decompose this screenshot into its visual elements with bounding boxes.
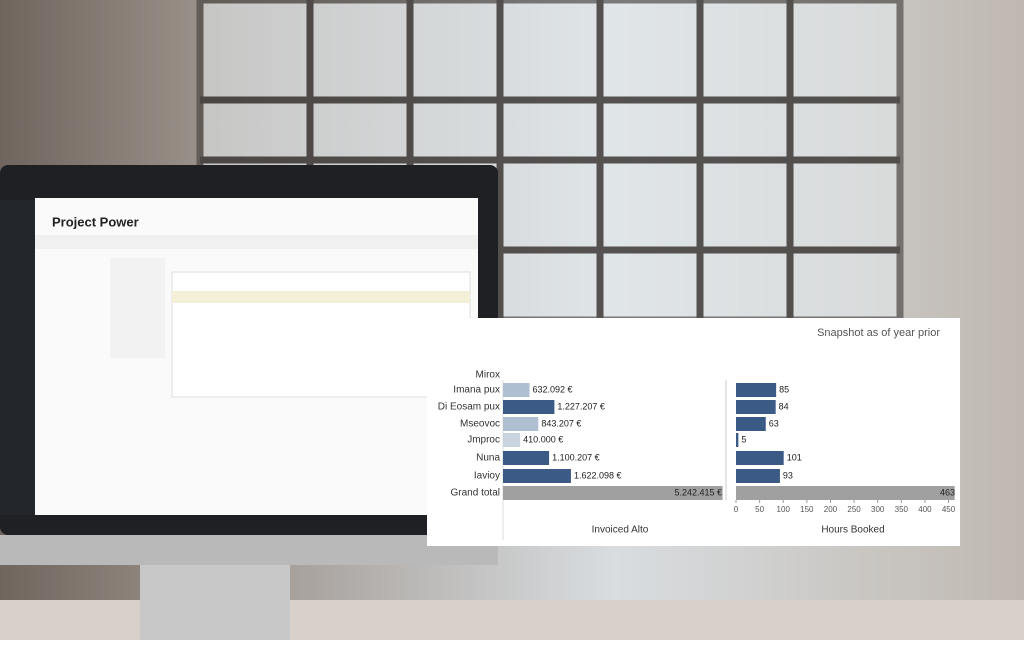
x-tick-label: 150	[800, 505, 814, 514]
bar	[736, 469, 780, 483]
category-label: Nuna	[476, 453, 500, 464]
x-tick-label: 300	[871, 505, 885, 514]
value-label: 632.092 €	[532, 384, 572, 394]
x-tick-label: 0	[734, 505, 739, 514]
filter-panel	[110, 258, 165, 358]
value-label: 410.000 €	[523, 434, 563, 444]
table-row-highlight	[172, 291, 470, 303]
category-label: Jmproc	[467, 435, 500, 446]
bar	[503, 400, 555, 414]
value-label: 63	[769, 418, 779, 428]
x-tick-label: 350	[895, 505, 909, 514]
bar	[736, 451, 784, 465]
value-label: 93	[783, 470, 793, 480]
value-label: 5	[741, 434, 746, 444]
category-label: Mseovoc	[460, 419, 500, 430]
bar	[503, 417, 539, 431]
bar	[503, 383, 530, 397]
value-label: 843.207 €	[541, 418, 581, 428]
bar	[503, 469, 571, 483]
window	[196, 0, 904, 324]
bar	[503, 451, 550, 465]
bar	[503, 486, 723, 500]
value-label: 85	[779, 384, 789, 394]
category-label: Di Eosam pux	[438, 402, 500, 413]
category-label: Grand total	[451, 488, 500, 499]
chart-title: Snapshot as of year prior	[817, 327, 940, 339]
value-label: 5.242.415 €	[674, 487, 722, 497]
screen-title: Project Power	[52, 214, 139, 229]
category-label: Imana pux	[453, 385, 500, 396]
x-tick-label: 250	[847, 505, 861, 514]
category-label: Iavioy	[474, 471, 500, 482]
x-tick-label: 200	[824, 505, 838, 514]
sidebar	[0, 200, 35, 515]
chart-panel	[427, 318, 960, 546]
chart: Snapshot as of year prior Mirox Invoiced…	[438, 327, 956, 536]
bar	[736, 486, 955, 500]
x-axis-title: Hours Booked	[821, 525, 884, 536]
bar	[503, 433, 521, 447]
bar	[736, 400, 776, 414]
bar	[736, 417, 766, 431]
value-label: 84	[779, 401, 789, 411]
value-label: 101	[787, 452, 802, 462]
value-label: 1.227.207 €	[557, 401, 605, 411]
data-table	[171, 271, 471, 398]
x-tick-label: 400	[918, 505, 932, 514]
value-label: 1.622.098 €	[574, 470, 622, 480]
x-tick-label: 100	[777, 505, 791, 514]
monitor-chin	[0, 535, 498, 565]
x-tick-label: 50	[755, 505, 764, 514]
value-label: 1.100.207 €	[552, 452, 600, 462]
row-header: Mirox	[476, 370, 500, 381]
bar	[736, 433, 739, 447]
toolbar	[35, 235, 478, 249]
bar	[736, 383, 777, 397]
monitor-stand	[140, 560, 290, 640]
value-label: 463	[940, 487, 955, 497]
x-tick-label: 450	[942, 505, 956, 514]
x-axis-title: Invoiced Alto	[592, 525, 649, 536]
